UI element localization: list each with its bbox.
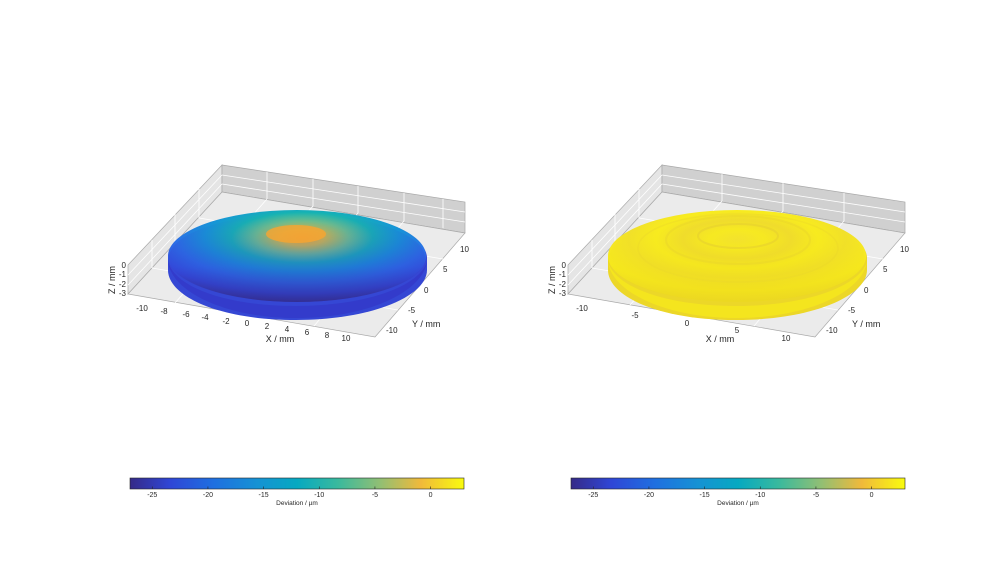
y-axis-label: Y / mm xyxy=(852,319,880,329)
colorbar-tick-label: -5 xyxy=(813,492,819,499)
z-axis-label: Z / mm xyxy=(547,266,557,294)
colorbar-left: -25 -20 -15 -10 -5 0 Deviation / µm xyxy=(129,477,465,507)
x-tick: 0 xyxy=(685,319,690,328)
y-tick: 0 xyxy=(864,286,869,295)
x-ticks: -10 -8 -6 -4 -2 0 2 4 6 8 10 xyxy=(136,304,351,343)
right-surface-plot: 0 -1 -2 -3 Z / mm -10 -5 0 5 10 X / mm -… xyxy=(547,164,909,344)
colorbar-label: Deviation / µm xyxy=(717,500,759,507)
colorbar-ticks: -25 -20 -15 -10 -5 0 xyxy=(147,486,433,499)
y-tick: -10 xyxy=(386,326,398,335)
x-tick: 2 xyxy=(265,322,270,331)
z-tick: 0 xyxy=(562,261,567,270)
x-tick: 8 xyxy=(325,331,330,340)
surface xyxy=(608,210,867,320)
x-tick: 4 xyxy=(285,325,290,334)
x-tick: -4 xyxy=(201,313,209,322)
x-tick: -6 xyxy=(182,310,190,319)
x-tick: -10 xyxy=(136,304,148,313)
y-tick: -10 xyxy=(826,326,838,335)
surface xyxy=(168,210,427,320)
x-axis-label: X / mm xyxy=(706,334,735,344)
colorbar-tick-label: 0 xyxy=(429,492,433,499)
y-ticks: -10 -5 0 5 10 xyxy=(826,245,909,335)
z-tick: -2 xyxy=(559,280,567,289)
y-tick: -5 xyxy=(848,306,856,315)
z-tick: -1 xyxy=(119,270,127,279)
colorbar-tick-label: -20 xyxy=(203,492,213,499)
y-tick: 5 xyxy=(883,265,888,274)
y-tick: -5 xyxy=(408,306,416,315)
x-tick: -5 xyxy=(631,311,639,320)
z-tick: -3 xyxy=(119,289,127,298)
colorbar-tick-label: -15 xyxy=(259,492,269,499)
z-ticks: 0 -1 -2 -3 xyxy=(559,261,567,298)
z-axis-label: Z / mm xyxy=(107,266,117,294)
z-ticks: 0 -1 -2 -3 xyxy=(119,261,127,298)
x-tick: 6 xyxy=(305,328,310,337)
x-tick: 5 xyxy=(735,326,740,335)
y-tick: 10 xyxy=(900,245,909,254)
colorbar xyxy=(129,477,465,490)
y-tick: 10 xyxy=(460,245,469,254)
colorbar xyxy=(570,477,906,490)
z-tick: 0 xyxy=(122,261,127,270)
x-tick: -8 xyxy=(160,307,168,316)
x-tick: -10 xyxy=(576,304,588,313)
x-axis-label: X / mm xyxy=(266,334,295,344)
z-tick: -1 xyxy=(559,270,567,279)
x-ticks: -10 -5 0 5 10 xyxy=(576,304,791,343)
y-tick: 5 xyxy=(443,265,448,274)
colorbar-tick-label: -25 xyxy=(147,492,157,499)
x-tick: -2 xyxy=(222,317,230,326)
colorbar-tick-label: -10 xyxy=(314,492,324,499)
y-ticks: -10 -5 0 5 10 xyxy=(386,245,469,335)
x-tick: 0 xyxy=(245,319,250,328)
x-tick: 10 xyxy=(342,334,351,343)
left-surface-plot: 0 -1 -2 -3 Z / mm -10 -8 -6 -4 -2 0 2 4 … xyxy=(107,164,469,344)
y-tick: 0 xyxy=(424,286,429,295)
z-tick: -2 xyxy=(119,280,127,289)
y-axis-label: Y / mm xyxy=(412,319,440,329)
x-tick: 10 xyxy=(782,334,791,343)
colorbar-tick-label: -10 xyxy=(755,492,765,499)
colorbar-tick-label: -20 xyxy=(644,492,654,499)
colorbar-tick-label: -5 xyxy=(372,492,378,499)
colorbar-ticks: -25 -20 -15 -10 -5 0 xyxy=(588,486,874,499)
colorbar-label: Deviation / µm xyxy=(276,500,318,507)
colorbar-tick-label: -15 xyxy=(700,492,710,499)
colorbar-tick-label: -25 xyxy=(588,492,598,499)
z-tick: -3 xyxy=(559,289,567,298)
colorbar-right: -25 -20 -15 -10 -5 0 Deviation / µm xyxy=(570,477,906,507)
colorbar-tick-label: 0 xyxy=(870,492,874,499)
